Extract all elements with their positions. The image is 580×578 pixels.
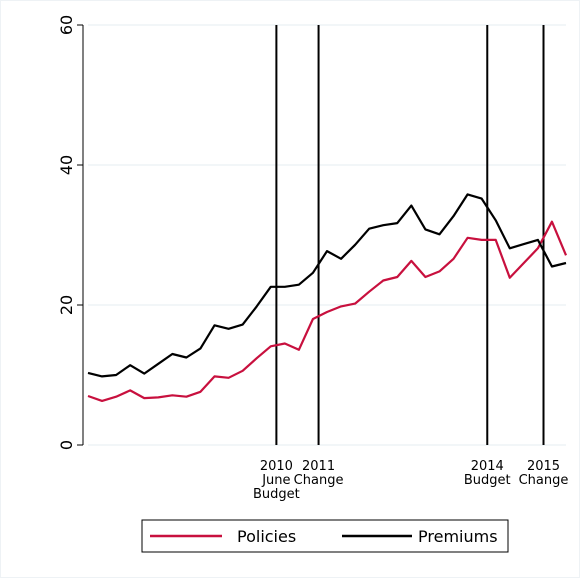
x-tick-label: 2010 June Budget — [253, 459, 300, 502]
x-tick-label: 2014 Budget — [464, 459, 511, 488]
series-line — [87, 220, 568, 402]
y-tick-label: 0 — [57, 440, 76, 450]
legend: Policies Premiums — [141, 519, 509, 553]
x-tick-label: 2015 Change — [519, 459, 569, 488]
legend-label: Policies — [237, 527, 296, 546]
y-tick-label: 20 — [57, 295, 76, 315]
series-line — [87, 193, 567, 378]
y-tick-label: 60 — [57, 15, 76, 35]
y-tick-label: 40 — [57, 155, 76, 175]
legend-label: Premiums — [418, 527, 498, 546]
x-tick-label: 2011 Change — [294, 459, 344, 488]
